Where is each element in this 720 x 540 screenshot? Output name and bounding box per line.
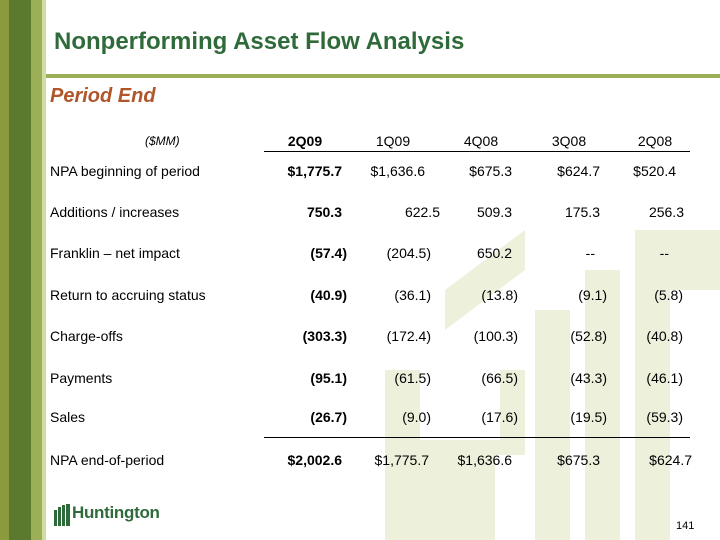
table-cell: (17.6) xyxy=(481,409,518,425)
row-label: Franklin – net impact xyxy=(50,245,180,261)
table-cell: (46.1) xyxy=(646,370,683,386)
table-cell: (5.8) xyxy=(654,287,683,303)
table-cell: (57.4) xyxy=(310,245,347,261)
table-cell: 175.3 xyxy=(564,204,600,220)
table-cell: (9.0) xyxy=(402,409,431,425)
table-cell: (9.1) xyxy=(578,287,607,303)
table-cell: (204.5) xyxy=(386,245,431,261)
row-label: Sales xyxy=(50,409,86,425)
slide-subtitle: Period End xyxy=(50,85,156,107)
table-cell: -- xyxy=(585,245,595,261)
table-cell: 650.2 xyxy=(476,245,512,261)
column-header: 4Q08 xyxy=(463,133,499,149)
column-header: 3Q08 xyxy=(551,133,587,149)
table-row: Payments (95.1) (61.5) (66.5) (43.3) (46… xyxy=(0,370,720,390)
table-cell: $1,636.6 xyxy=(457,452,513,468)
row-label: NPA end-of-period xyxy=(50,452,165,468)
title-divider xyxy=(46,74,720,78)
table-row: Sales (26.7) (9.0) (17.6) (19.5) (59.3) xyxy=(0,409,720,429)
table-cell: $675.3 xyxy=(469,163,512,179)
left-decorative-bar xyxy=(31,0,42,540)
table-cell: $1,775.7 xyxy=(287,163,343,179)
table-cell: $624.7 xyxy=(649,452,692,468)
table-row: NPA beginning of period $1,775.7 $1,636.… xyxy=(0,163,720,183)
row-label: Additions / increases xyxy=(50,204,180,220)
table-cell: 256.3 xyxy=(648,204,684,220)
table-cell: $675.3 xyxy=(557,452,600,468)
row-label: NPA beginning of period xyxy=(50,163,200,179)
table-row: Return to accruing status (40.9) (36.1) … xyxy=(0,287,720,307)
table-cell: 750.3 xyxy=(306,204,342,220)
left-decorative-bar xyxy=(42,0,46,540)
table-cell: $624.7 xyxy=(557,163,600,179)
slide-title: Nonperforming Asset Flow Analysis xyxy=(54,28,465,55)
table-cell: -- xyxy=(659,245,669,261)
table-row: Additions / increases 750.3 622.5 509.3 … xyxy=(0,204,720,224)
unit-label: ($MM) xyxy=(145,134,180,148)
watermark-logo-icon xyxy=(385,230,720,540)
row-label: Charge-offs xyxy=(50,328,123,344)
row-label: Payments xyxy=(50,370,113,386)
table-cell: (61.5) xyxy=(394,370,431,386)
table-cell: (19.5) xyxy=(570,409,607,425)
table-cell: (26.7) xyxy=(310,409,347,425)
table-cell: 622.5 xyxy=(404,204,440,220)
table-cell: (36.1) xyxy=(394,287,431,303)
page-number: 141 xyxy=(676,520,695,532)
left-decorative-bar xyxy=(9,0,31,540)
column-header: 2Q08 xyxy=(637,133,673,149)
total-divider xyxy=(264,437,690,438)
table-row: Franklin – net impact (57.4) (204.5) 650… xyxy=(0,245,720,265)
table-cell: (172.4) xyxy=(386,328,431,344)
table-cell: (66.5) xyxy=(481,370,518,386)
table-cell: (40.8) xyxy=(646,328,683,344)
table-cell: (59.3) xyxy=(646,409,683,425)
column-header: 1Q09 xyxy=(375,133,411,149)
left-decorative-bar xyxy=(0,0,9,540)
table-cell: (100.3) xyxy=(473,328,518,344)
table-cell: (52.8) xyxy=(570,328,607,344)
table-cell: $1,636.6 xyxy=(370,163,426,179)
table-cell: 509.3 xyxy=(476,204,512,220)
row-label: Return to accruing status xyxy=(50,287,206,303)
table-cell: $2,002.6 xyxy=(287,452,343,468)
table-cell: (13.8) xyxy=(481,287,518,303)
huntington-logo-icon xyxy=(54,504,70,526)
company-logo-text: Huntington xyxy=(72,503,160,522)
table-cell: (303.3) xyxy=(302,328,347,344)
table-cell: $520.4 xyxy=(633,163,676,179)
table-cell: $1,775.7 xyxy=(374,452,430,468)
table-cell: (43.3) xyxy=(570,370,607,386)
table-row: NPA end-of-period $2,002.6 $1,775.7 $1,6… xyxy=(0,452,720,472)
header-divider xyxy=(264,151,690,152)
column-header: 2Q09 xyxy=(287,133,323,149)
table-cell: (95.1) xyxy=(310,370,347,386)
table-cell: (40.9) xyxy=(310,287,347,303)
table-row: Charge-offs (303.3) (172.4) (100.3) (52.… xyxy=(0,328,720,348)
